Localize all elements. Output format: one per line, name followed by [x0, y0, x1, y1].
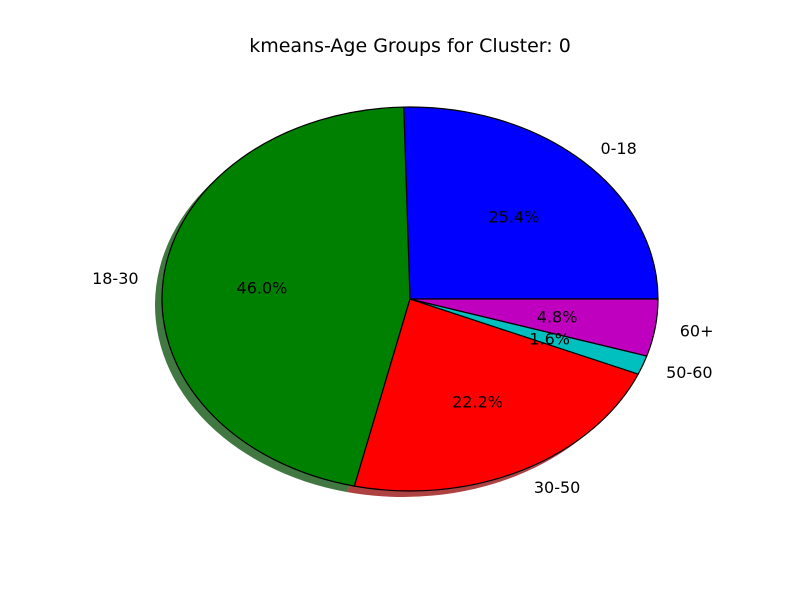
slice-label-50-60: 50-60: [666, 363, 713, 382]
chart-title: kmeans-Age Groups for Cluster: 0: [249, 35, 571, 57]
slice-30-50: [353, 298, 639, 492]
slice-60: [409, 298, 659, 357]
slice-18-30: [161, 106, 411, 487]
slice-percent-50-60: 1.6%: [529, 330, 570, 349]
slice-label-18-30: 18-30: [92, 269, 139, 288]
slice-label-30-50: 30-50: [534, 478, 581, 497]
slice-percent-18-30: 46.0%: [237, 278, 288, 297]
slice-0-18: [403, 106, 659, 300]
pie-labels: 0-18 25.4% 18-30 46.0% 30-50 22.2% 50-60 1.6% 60…: [92, 139, 713, 497]
slice-percent-60: 4.8%: [537, 307, 578, 326]
slice-label-0-18: 0-18: [600, 139, 636, 158]
slice-label-60: 60+: [680, 322, 714, 341]
pie-slices: [161, 106, 659, 492]
slice-percent-30-50: 22.2%: [452, 393, 503, 412]
slice-percent-0-18: 25.4%: [488, 208, 539, 227]
